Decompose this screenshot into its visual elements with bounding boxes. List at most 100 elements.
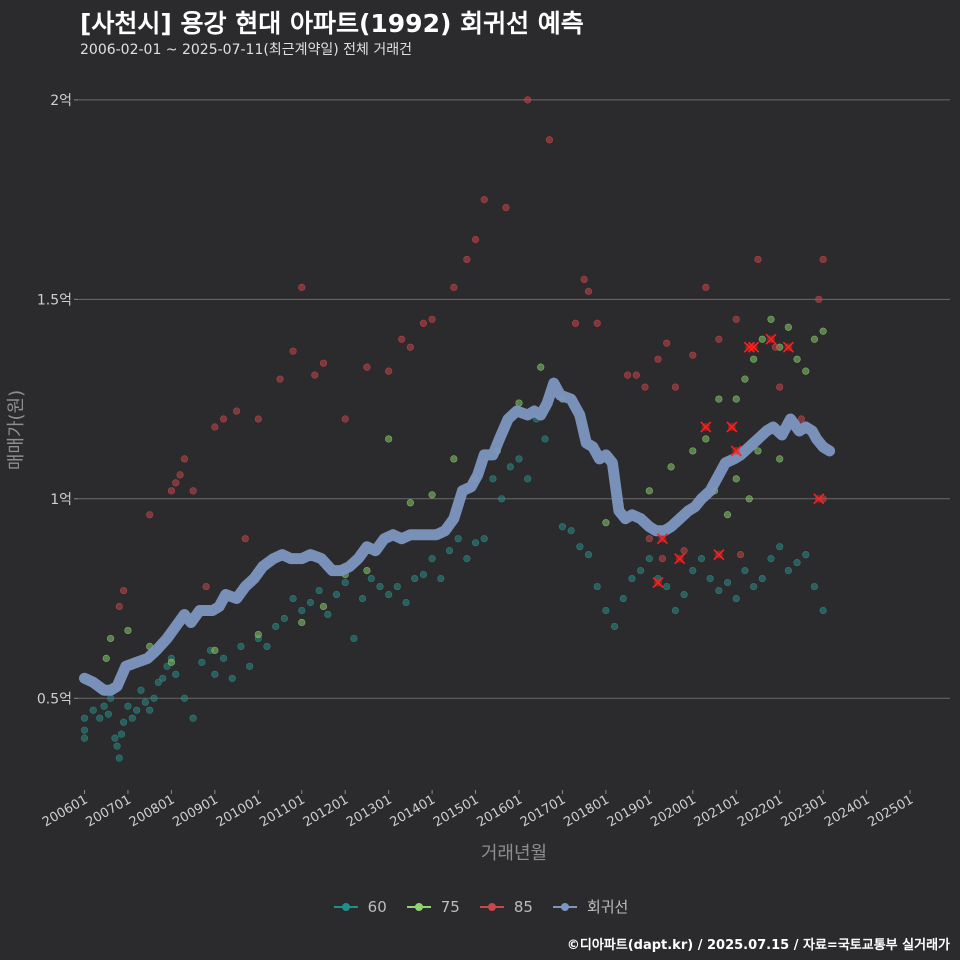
point-60 (593, 582, 601, 591)
point-85 (471, 235, 480, 244)
point-60 (697, 555, 706, 563)
x-tick-label: 202401 (822, 792, 872, 830)
point-60 (515, 455, 523, 463)
point-60 (350, 634, 358, 643)
point-75 (741, 375, 749, 383)
x-tick-label: 200601 (40, 792, 90, 830)
y-axis-ticks: 0.5억 1억 1.5억 2억 (37, 93, 78, 707)
point-85 (289, 347, 297, 355)
point-60 (419, 570, 428, 579)
point-60 (137, 686, 145, 694)
highlight-marker (713, 549, 725, 561)
point-85 (641, 383, 649, 391)
point-60 (341, 578, 349, 587)
point-60 (358, 594, 367, 603)
point-60 (610, 622, 619, 631)
x-tick-label: 201601 (475, 792, 525, 830)
highlight-x-stroke (748, 341, 760, 353)
legend-label-85: 85 (513, 897, 533, 916)
point-85 (419, 319, 428, 327)
point-85 (120, 586, 128, 595)
point-75 (102, 654, 110, 662)
point-85 (232, 407, 241, 415)
highlight-x-stroke (730, 445, 742, 457)
point-60 (758, 574, 766, 583)
point-75 (428, 491, 436, 499)
point-60 (376, 582, 384, 591)
point-75 (363, 567, 371, 575)
y-tick-label: 2억 (50, 93, 72, 109)
point-85 (115, 602, 123, 611)
point-85 (754, 255, 762, 264)
point-60 (689, 567, 697, 575)
y-axis-label: 매매가(원) (6, 390, 27, 470)
y-tick-label: 1억 (50, 492, 72, 508)
point-60 (428, 555, 436, 563)
point-60 (172, 670, 180, 678)
point-85 (671, 383, 680, 391)
point-75 (750, 355, 758, 363)
point-85 (624, 371, 632, 379)
highlight-marker (730, 445, 742, 457)
point-60 (732, 594, 740, 603)
grid-lines (78, 99, 950, 699)
legend-item-85: 85 (478, 898, 533, 916)
legend-key-85 (478, 899, 506, 915)
point-60 (567, 527, 575, 535)
point-85 (580, 275, 588, 283)
point-75 (385, 435, 393, 443)
highlight-marker (726, 421, 738, 433)
point-85 (736, 551, 745, 559)
highlight-x-stroke (813, 493, 825, 505)
point-60 (367, 574, 375, 583)
point-85 (680, 547, 688, 555)
point-60 (706, 574, 714, 583)
point-85 (593, 319, 601, 327)
regression-line-group (79, 377, 836, 696)
highlight-marker (813, 493, 825, 505)
highlight-marker (765, 333, 777, 345)
point-85 (571, 319, 580, 327)
point-85 (480, 196, 488, 204)
highlight-marker (656, 533, 668, 545)
x-tick-label: 201401 (388, 792, 438, 830)
point-60 (96, 714, 104, 722)
point-85 (815, 295, 823, 303)
point-85 (771, 343, 779, 351)
point-60 (619, 594, 627, 603)
point-60 (80, 726, 89, 734)
legend-item-75: 75 (405, 898, 460, 916)
y-tick-label: 0.5억 (37, 691, 72, 707)
point-85 (311, 371, 319, 379)
point-75 (802, 367, 810, 375)
legend-label-60: 60 (367, 897, 387, 916)
point-85 (167, 487, 176, 495)
point-75 (723, 511, 732, 519)
legend-key-regression (551, 899, 579, 915)
scatter-points (80, 96, 827, 762)
point-60 (671, 606, 680, 615)
chart-subtitle: 2006-02-01 ~ 2025-07-11(최근계약일) 전체 거래건 (80, 42, 412, 58)
point-60 (219, 654, 228, 662)
point-60 (146, 706, 154, 714)
legend: 60 75 85 회귀선 (0, 896, 960, 917)
point-60 (89, 706, 97, 714)
point-85 (645, 535, 653, 543)
point-60 (100, 702, 108, 710)
point-85 (146, 511, 154, 519)
point-60 (558, 523, 567, 531)
point-60 (541, 435, 549, 443)
point-85 (584, 287, 593, 295)
point-85 (189, 487, 197, 495)
point-60 (117, 730, 126, 738)
legend-item-60: 60 (332, 898, 387, 916)
point-60 (332, 590, 341, 599)
highlight-marker (700, 421, 712, 433)
x-tick-label: 201801 (561, 792, 611, 830)
point-85 (276, 375, 284, 383)
x-tick-label: 200701 (83, 792, 133, 830)
point-85 (463, 255, 471, 264)
x-tick-label: 202501 (866, 792, 916, 830)
point-60 (80, 734, 89, 742)
point-60 (680, 590, 688, 599)
